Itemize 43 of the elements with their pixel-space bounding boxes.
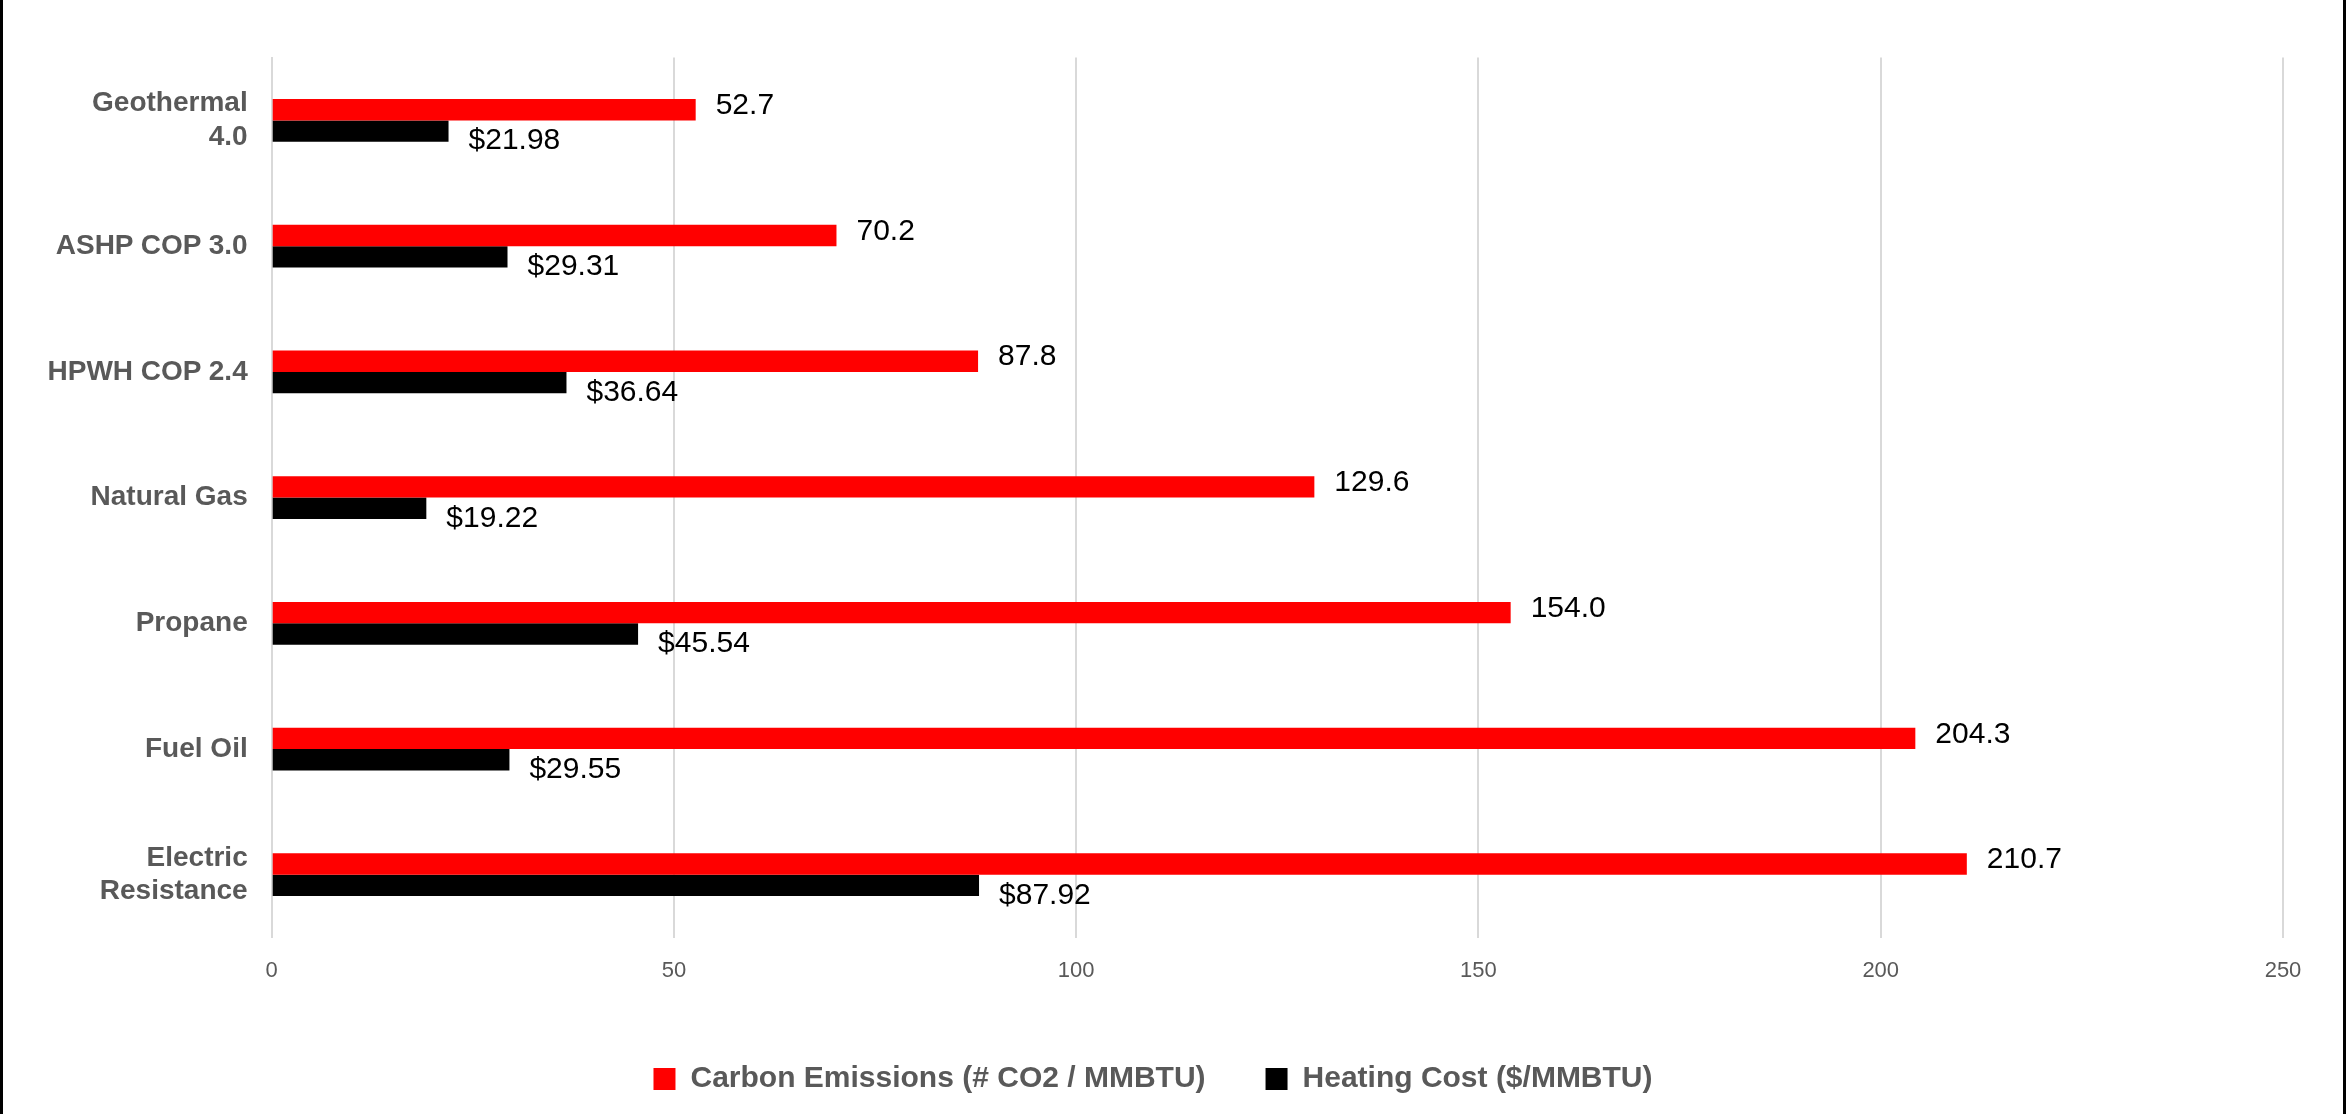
data-label: $29.31 [527, 248, 620, 282]
x-tick-label: 100 [1057, 956, 1095, 982]
y-tick-label: ASHP COP 3.0 [55, 228, 248, 260]
data-label: 52.7 [715, 87, 775, 121]
bar [272, 371, 567, 394]
bar [272, 120, 449, 142]
data-label: 129.6 [1334, 464, 1410, 498]
y-tick-label: Geothermal 4.0 [92, 86, 248, 151]
bar [272, 476, 1315, 498]
data-label: $19.22 [446, 499, 539, 533]
data-label: $87.92 [999, 876, 1091, 910]
bar [272, 874, 980, 897]
bar [272, 246, 508, 268]
bar [272, 727, 1916, 750]
y-tick-label: Electric Resistance [99, 840, 248, 906]
y-tick-label: Natural Gas [90, 480, 248, 512]
bar [272, 99, 696, 121]
y-tick-label: Fuel Oil [145, 731, 248, 763]
data-label: 154.0 [1530, 589, 1606, 623]
bar [272, 623, 639, 645]
data-label: $29.55 [529, 750, 622, 784]
x-tick-label: 50 [661, 956, 687, 982]
data-label: $45.54 [658, 625, 750, 659]
data-label: 210.7 [1986, 841, 2062, 875]
bar [272, 853, 1967, 875]
data-label: 204.3 [1935, 715, 2011, 749]
legend-label: Heating Cost ($/MMBTU) [1302, 1060, 1653, 1094]
bar [272, 601, 1511, 624]
bar [272, 749, 510, 771]
data-label: 87.8 [998, 338, 1057, 372]
bar [272, 224, 837, 247]
legend-label: Carbon Emissions (# CO2 / MMBTU) [690, 1060, 1206, 1094]
data-label: $36.64 [586, 373, 679, 407]
x-tick-label: 0 [265, 956, 278, 982]
x-tick-label: 200 [1862, 956, 1900, 982]
x-tick-label: 250 [2264, 956, 2302, 982]
y-tick-label: HPWH COP 2.4 [47, 354, 249, 386]
bar [272, 350, 979, 372]
bar [272, 497, 427, 519]
data-label: $21.98 [468, 122, 561, 156]
y-tick-label: Propane [135, 606, 248, 638]
x-tick-label: 150 [1460, 956, 1497, 982]
data-label: 70.2 [856, 212, 915, 246]
